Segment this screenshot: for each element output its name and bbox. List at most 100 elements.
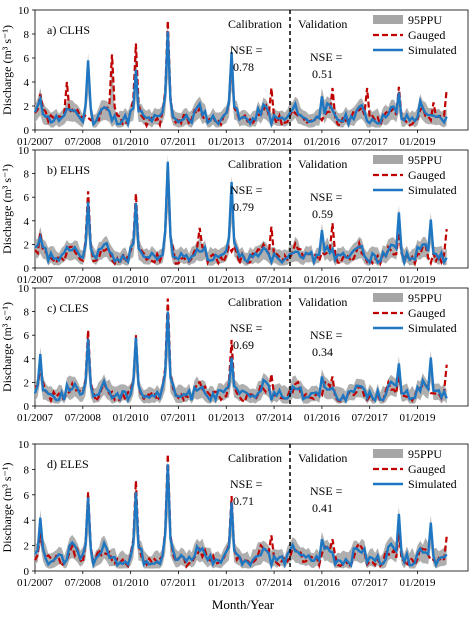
x-tick-label: 01/2019 xyxy=(399,274,436,286)
nse-val-prefix: NSE = xyxy=(310,484,343,498)
y-tick-label: 2 xyxy=(24,377,30,389)
y-tick-label: 6 xyxy=(24,53,30,65)
legend-label-gauged: Gauged xyxy=(408,462,445,476)
simulated-line xyxy=(34,161,448,268)
x-tick-label: 07/2017 xyxy=(352,412,389,424)
nse-cal-value: 0.78 xyxy=(233,60,254,74)
x-tick-label: 01/2019 xyxy=(399,136,436,148)
validation-label: Validation xyxy=(298,17,347,31)
x-tick-label: 01/2013 xyxy=(208,136,245,148)
y-tick-label: 8 xyxy=(24,169,30,181)
legend-swatch-95ppu xyxy=(373,449,403,458)
x-tick-label: 07/2014 xyxy=(256,274,293,286)
legend-label-simulated: Simulated xyxy=(408,321,457,335)
nse-val-value: 0.51 xyxy=(312,67,333,81)
y-axis-title: Discharge (m³ s⁻¹) xyxy=(0,463,14,553)
y-tick-label: 4 xyxy=(24,77,30,89)
y-tick-label: 4 xyxy=(24,216,30,228)
x-tick-label: 01/2010 xyxy=(113,136,150,148)
x-tick-label: 07/2017 xyxy=(352,274,389,286)
nse-val-value: 0.59 xyxy=(312,207,333,221)
legend-label-95ppu: 95PPU xyxy=(408,291,442,305)
y-tick-label: 8 xyxy=(24,307,30,319)
x-tick-label: 01/2013 xyxy=(208,274,245,286)
x-tick-label: 01/2007 xyxy=(17,412,54,424)
gauged-line xyxy=(34,20,448,129)
legend-label-gauged: Gauged xyxy=(408,28,445,42)
x-tick-label: 07/2011 xyxy=(161,577,197,589)
y-tick-label: 6 xyxy=(24,330,30,342)
x-tick-label: 07/2008 xyxy=(65,136,102,148)
nse-val-prefix: NSE = xyxy=(310,190,343,204)
x-tick-label: 01/2019 xyxy=(399,412,436,424)
nse-val-prefix: NSE = xyxy=(310,50,343,64)
nse-cal-prefix: NSE = xyxy=(230,321,263,335)
legend-label-95ppu: 95PPU xyxy=(408,13,442,27)
panel-label: b) ELHS xyxy=(47,163,90,177)
x-tick-label: 01/2016 xyxy=(304,274,341,286)
calibration-label: Calibration xyxy=(228,295,282,309)
gauged-line xyxy=(34,164,448,267)
panel-label: d) ELES xyxy=(47,457,89,471)
plot-frame xyxy=(34,149,469,269)
y-axis-title: Discharge (m³ s⁻¹) xyxy=(0,25,14,115)
legend-label-95ppu: 95PPU xyxy=(408,153,442,167)
y-axis-title: Discharge (m³ s⁻¹) xyxy=(0,164,14,254)
x-axis-title: Month/Year xyxy=(212,597,275,612)
nse-cal-prefix: NSE = xyxy=(230,477,263,491)
y-tick-label: 2 xyxy=(24,541,30,553)
legend-swatch-95ppu xyxy=(373,293,403,302)
y-tick-label: 4 xyxy=(24,515,30,527)
y-tick-label: 0 xyxy=(24,401,30,413)
x-tick-label: 01/2010 xyxy=(113,577,150,589)
legend-swatch-95ppu xyxy=(373,155,403,164)
validation-label: Validation xyxy=(298,157,347,171)
x-tick-label: 07/2008 xyxy=(65,412,102,424)
x-tick-label: 07/2011 xyxy=(161,412,197,424)
nse-cal-prefix: NSE = xyxy=(230,43,263,57)
calibration-label: Calibration xyxy=(228,17,282,31)
x-tick-label: 07/2014 xyxy=(256,412,293,424)
x-tick-label: 07/2008 xyxy=(65,274,102,286)
x-tick-label: 07/2011 xyxy=(161,274,197,286)
x-tick-label: 07/2011 xyxy=(161,136,197,148)
simulated-line xyxy=(34,464,448,570)
x-tick-label: 07/2017 xyxy=(352,136,389,148)
y-tick-label: 8 xyxy=(24,29,30,41)
y-tick-label: 10 xyxy=(18,283,30,295)
plot-frame xyxy=(34,443,469,572)
panel-label: c) CLES xyxy=(47,301,89,315)
nse-cal-value: 0.71 xyxy=(233,494,254,508)
panel-4: 0 2 4 6 8 10 01/2007 07/2008 01/2010 07/2011 01/20… xyxy=(0,439,469,589)
y-tick-label: 10 xyxy=(18,145,30,157)
nse-cal-value: 0.79 xyxy=(233,200,254,214)
x-tick-label: 01/2007 xyxy=(17,577,54,589)
legend-label-simulated: Simulated xyxy=(408,477,457,491)
y-tick-label: 10 xyxy=(18,439,30,451)
legend-label-gauged: Gauged xyxy=(408,306,445,320)
x-tick-label: 01/2007 xyxy=(17,274,54,286)
panel-3: 0 2 4 6 8 10 01/2007 07/2008 01/2010 07/2011 01/20… xyxy=(0,283,469,424)
validation-label: Validation xyxy=(298,451,347,465)
y-tick-label: 6 xyxy=(24,490,30,502)
y-tick-label: 2 xyxy=(24,239,30,251)
nse-cal-prefix: NSE = xyxy=(230,183,263,197)
y-axis-title: Discharge (m³ s⁻¹) xyxy=(0,302,14,392)
legend-label-simulated: Simulated xyxy=(408,183,457,197)
nse-val-prefix: NSE = xyxy=(310,328,343,342)
ppu-band xyxy=(35,304,447,404)
simulated-line xyxy=(33,31,448,129)
y-tick-label: 6 xyxy=(24,192,30,204)
x-tick-label: 07/2008 xyxy=(65,577,102,589)
x-tick-label: 01/2019 xyxy=(399,577,436,589)
y-tick-label: 8 xyxy=(24,464,30,476)
simulated-line xyxy=(33,311,448,404)
x-tick-label: 01/2010 xyxy=(113,412,150,424)
nse-val-value: 0.41 xyxy=(312,501,333,515)
legend-label-gauged: Gauged xyxy=(408,168,445,182)
validation-label: Validation xyxy=(298,295,347,309)
